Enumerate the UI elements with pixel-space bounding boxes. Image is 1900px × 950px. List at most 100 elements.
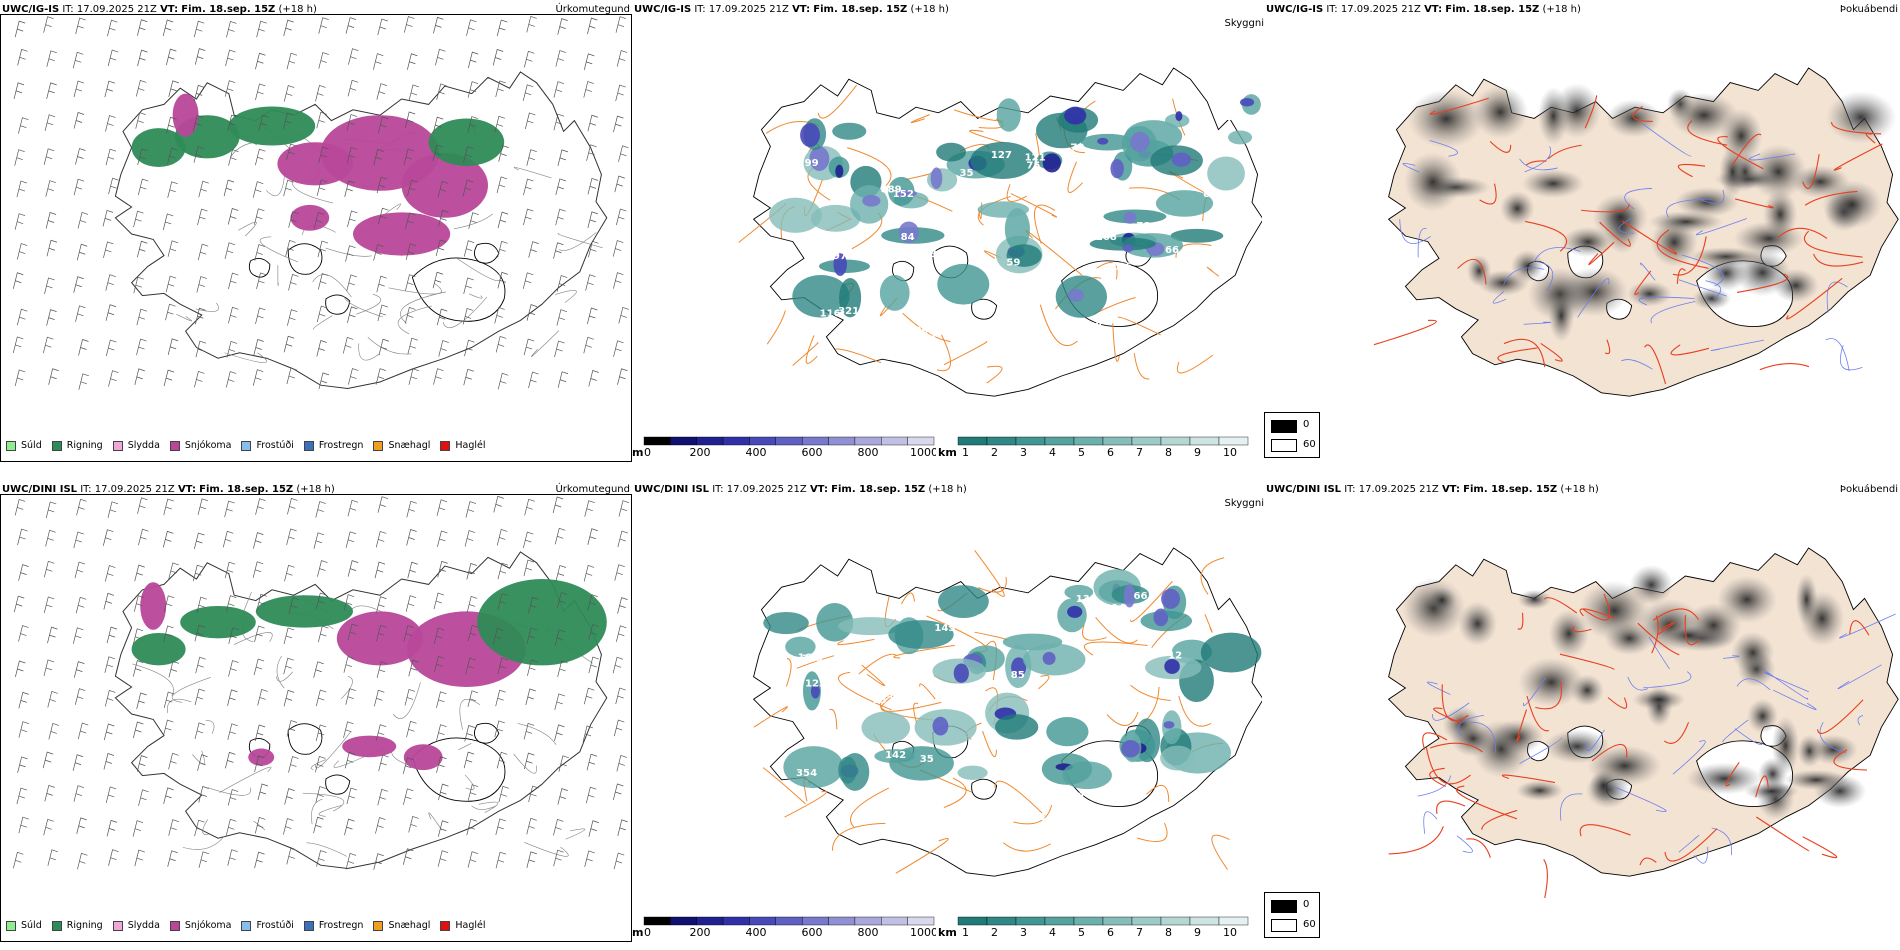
ceiling-label: 135 bbox=[804, 592, 825, 603]
panel-title: Úrkomutegund bbox=[555, 484, 630, 495]
legend-label: Slydda bbox=[127, 440, 160, 451]
vis-tick: 1 bbox=[962, 446, 969, 458]
vis-swatch bbox=[1073, 916, 1104, 926]
legend-label: Frostregn bbox=[318, 920, 364, 931]
panel-header: UWC/DINI ISL IT: 17.09.2025 21Z VT: Fim.… bbox=[2, 484, 335, 495]
fog-map bbox=[1373, 67, 1899, 397]
ceiling-label: 329 bbox=[802, 653, 823, 664]
legend-label: Snjókoma bbox=[184, 440, 232, 451]
vis-swatch bbox=[957, 916, 988, 926]
legend-label: Rigning bbox=[66, 920, 103, 931]
fog-legend-value-60: 60 bbox=[1303, 439, 1316, 450]
legend-item: Snæhagl bbox=[373, 440, 430, 451]
ceiling-swatch bbox=[722, 436, 750, 446]
cloud-panel-bottom: UWC/DINI ISL IT: 17.09.2025 21Z VT: Fim.… bbox=[632, 480, 1266, 950]
visibility-colorbar: km 1 2 3 4 5 6 7 8 9 10 bbox=[938, 436, 1249, 458]
ceiling-tick: 600 bbox=[802, 446, 823, 458]
fog-map bbox=[1387, 547, 1899, 899]
legend-label: Haglél bbox=[455, 920, 486, 931]
fog-legend-black bbox=[1271, 420, 1297, 433]
vis-swatch bbox=[1160, 916, 1191, 926]
ceiling-label: 125 bbox=[805, 678, 826, 689]
ceiling-label: 66 bbox=[1165, 245, 1179, 256]
legend-label: Rigning bbox=[66, 440, 103, 451]
legend-swatch bbox=[112, 440, 123, 451]
legend-swatch bbox=[241, 920, 252, 931]
legend-item: Snjókoma bbox=[169, 920, 231, 931]
ceiling-label: 344 bbox=[1051, 807, 1072, 818]
ceiling-label: 218 bbox=[964, 684, 985, 695]
ceiling-swatch bbox=[907, 436, 935, 446]
ceiling-label: 152 bbox=[893, 189, 914, 200]
ceiling-swatch bbox=[749, 436, 777, 446]
vis-tick: 3 bbox=[1020, 446, 1027, 458]
fog-legend-white bbox=[1271, 439, 1297, 452]
legend-label: Haglél bbox=[455, 440, 486, 451]
ceiling-tick: 1000 bbox=[910, 446, 936, 458]
ceiling-colorbar: m 0 200 400 600 800 1000 bbox=[632, 916, 936, 938]
legend-item: Frostúði bbox=[241, 440, 294, 451]
ceiling-label: 109 bbox=[898, 679, 919, 690]
legend-swatch bbox=[440, 440, 451, 451]
legend-label: Súld bbox=[21, 920, 42, 931]
ceiling-tick: 800 bbox=[858, 446, 879, 458]
legend-label: Frostúði bbox=[256, 440, 294, 451]
ceiling-swatch bbox=[801, 436, 829, 446]
ceiling-label: 147 bbox=[1052, 786, 1073, 797]
ceiling-tick: 0 bbox=[644, 926, 651, 938]
legend-swatch bbox=[303, 920, 314, 931]
panel-header: UWC/IG-IS IT: 17.09.2025 21Z VT: Fim. 18… bbox=[2, 4, 317, 15]
legend-label: Súld bbox=[21, 440, 42, 451]
vis-unit: km bbox=[938, 926, 957, 938]
ceiling-label: 70 bbox=[1070, 142, 1084, 153]
legend-item: Snæhagl bbox=[373, 920, 430, 931]
legend-item: Haglél bbox=[440, 920, 486, 931]
cloud-panel-top: UWC/IG-IS IT: 17.09.2025 21Z VT: Fim. 18… bbox=[632, 0, 1266, 470]
panel-header: UWC/DINI ISL IT: 17.09.2025 21Z VT: Fim.… bbox=[1266, 484, 1599, 495]
vis-unit: km bbox=[938, 446, 957, 458]
ceiling-label: 316 bbox=[1033, 812, 1054, 823]
legend-label: Snæhagl bbox=[388, 440, 431, 451]
vis-swatch bbox=[1189, 916, 1220, 926]
ceiling-label: 12 bbox=[1168, 650, 1182, 661]
vis-tick: 1 bbox=[962, 926, 969, 938]
panel-title: Þokuábendi bbox=[1839, 484, 1898, 495]
ceiling-swatch bbox=[881, 916, 908, 926]
vis-tick: 5 bbox=[1078, 926, 1085, 938]
ceiling-swatch bbox=[643, 436, 671, 446]
ceiling-label: 196 bbox=[1111, 261, 1132, 272]
legend-swatch bbox=[241, 440, 252, 451]
vis-tick: 7 bbox=[1136, 446, 1143, 458]
vis-tick: 3 bbox=[1020, 926, 1027, 938]
legend-item: Rigning bbox=[51, 440, 103, 451]
ceiling-swatch bbox=[828, 436, 856, 446]
legend-item: Slydda bbox=[112, 920, 160, 931]
ceiling-label: 82 bbox=[918, 121, 932, 132]
vis-swatch bbox=[957, 436, 988, 446]
vis-swatch bbox=[1073, 436, 1104, 446]
vis-tick: 10 bbox=[1223, 446, 1237, 458]
precip-legend: Súld Rigning Slydda Snjókoma Frostúði Frostre… bbox=[6, 920, 496, 931]
ceiling-label: 100 bbox=[980, 232, 1001, 243]
ceiling-label: 97 bbox=[833, 251, 847, 262]
cloud-map: 99 66 27 109 142 101 135 218 329 394 168 316 147 138 8… bbox=[752, 547, 1262, 877]
vis-tick: 2 bbox=[991, 446, 998, 458]
fog-panel-top: UWC/IG-IS IT: 17.09.2025 21Z VT: Fim. 18… bbox=[1264, 0, 1900, 470]
fog-legend-white bbox=[1271, 919, 1297, 932]
ceiling-tick: 200 bbox=[690, 446, 711, 458]
ceiling-swatch bbox=[749, 916, 777, 926]
ceiling-label: 321 bbox=[838, 306, 859, 317]
legend-swatch bbox=[6, 440, 16, 451]
ceiling-tick: 600 bbox=[802, 926, 823, 938]
ceiling-label: 99 bbox=[805, 158, 819, 169]
ceiling-swatch bbox=[775, 436, 803, 446]
vis-swatch bbox=[1218, 916, 1249, 926]
vis-tick: 4 bbox=[1049, 926, 1056, 938]
ceiling-label: 127 bbox=[991, 150, 1012, 161]
vis-tick: 7 bbox=[1136, 926, 1143, 938]
ceiling-label: 145 bbox=[934, 623, 955, 634]
fog-legend-value-0: 0 bbox=[1303, 419, 1310, 430]
precip-frame bbox=[0, 14, 632, 462]
ceiling-label: 268 bbox=[1096, 232, 1117, 243]
legend-item: Frostúði bbox=[241, 920, 294, 931]
